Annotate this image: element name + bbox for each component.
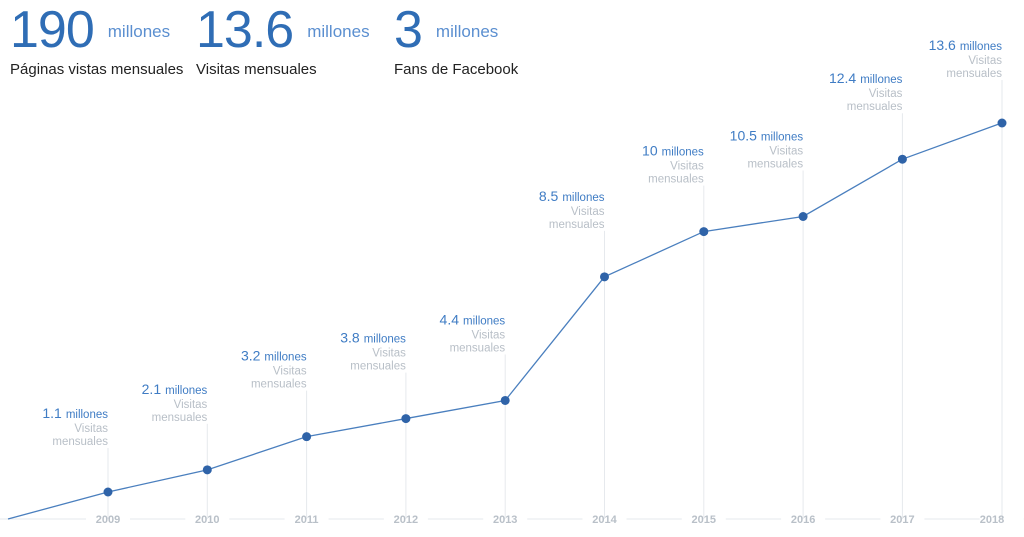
stat-pageviews-value: 190	[10, 1, 95, 59]
data-point	[500, 395, 510, 405]
stat-visits: 13.6 millones Visitas mensuales	[196, 2, 370, 78]
stat-facebook: 3 millones Fans de Facebook	[394, 2, 518, 78]
data-label-unit: millones	[960, 41, 1002, 53]
data-label-number: 1.1	[42, 405, 62, 421]
data-label-number: 8.5	[539, 188, 559, 204]
data-label-sub1: Visitas	[174, 399, 208, 411]
data-label-sub1: Visitas	[372, 348, 406, 360]
data-label-value: 8.5 millones	[539, 188, 605, 204]
data-point	[997, 118, 1007, 128]
data-label-unit: millones	[860, 74, 902, 86]
data-label-value: 4.4 millones	[440, 311, 506, 327]
data-label-value: 2.1 millones	[142, 381, 208, 397]
data-label-value: 10 millones	[642, 143, 704, 159]
data-label-sub2: mensuales	[251, 379, 307, 391]
data-label-value: 12.4 millones	[829, 70, 903, 86]
data-label-unit: millones	[761, 131, 803, 143]
data-point	[302, 432, 312, 442]
data-label-number: 3.2	[241, 348, 261, 364]
data-label-number: 10	[642, 143, 658, 159]
stat-visits-label: Visitas mensuales	[196, 61, 317, 78]
stat-visits-value: 13.6	[196, 1, 294, 59]
data-label-number: 12.4	[829, 70, 856, 86]
x-tick-label: 2012	[394, 514, 418, 526]
x-tick-label: 2017	[890, 514, 914, 526]
data-point	[798, 211, 808, 221]
x-tick-label: 2009	[96, 514, 120, 526]
data-point	[401, 414, 411, 424]
data-label-sub2: mensuales	[350, 361, 406, 373]
data-label-sub1: Visitas	[273, 366, 307, 378]
data-label-value: 3.2 millones	[241, 348, 307, 364]
data-label-sub2: mensuales	[847, 101, 903, 113]
data-label-unit: millones	[264, 352, 306, 364]
data-label-sub1: Visitas	[769, 145, 803, 157]
data-label-sub1: Visitas	[968, 55, 1002, 67]
data-label-number: 2.1	[142, 381, 162, 397]
leader-lines	[107, 80, 1003, 519]
data-point	[699, 227, 709, 237]
data-label-sub2: mensuales	[747, 158, 803, 170]
data-label-sub1: Visitas	[571, 206, 605, 218]
data-label-number: 4.4	[440, 311, 460, 327]
data-label-unit: millones	[463, 315, 505, 327]
data-point	[600, 272, 609, 282]
data-label-unit: millones	[662, 147, 704, 159]
data-label-value: 1.1 millones	[42, 405, 108, 421]
stat-pageviews-label: Páginas vistas mensuales	[10, 61, 184, 78]
stat-facebook-value: 3	[394, 1, 423, 59]
data-label-sub2: mensuales	[52, 436, 108, 448]
data-label-sub1: Visitas	[472, 329, 506, 341]
data-label-sub2: mensuales	[152, 412, 208, 424]
x-tick-label: 2016	[791, 514, 815, 526]
data-label-sub2: mensuales	[549, 219, 605, 231]
data-label-sub1: Visitas	[869, 88, 903, 100]
data-label-unit: millones	[364, 334, 406, 346]
stat-visits-unit: millones	[307, 22, 370, 41]
stat-facebook-label: Fans de Facebook	[394, 61, 519, 78]
x-tick-label: 2010	[195, 514, 219, 526]
data-label-number: 10.5	[730, 127, 757, 143]
stat-pageviews-unit: millones	[107, 22, 171, 41]
data-label-unit: millones	[562, 192, 604, 204]
x-tick-label: 2015	[692, 514, 716, 526]
stat-pageviews: 190 millones Páginas vistas mensuales	[10, 2, 183, 78]
data-label-number: 13.6	[929, 37, 956, 53]
data-label-value: 3.8 millones	[340, 330, 406, 346]
data-label-number: 3.8	[340, 330, 360, 346]
x-tick-label: 2018	[980, 514, 1004, 526]
x-tick-label: 2011	[295, 514, 319, 526]
data-label-value: 10.5 millones	[730, 127, 804, 143]
x-tick-label: 2014	[592, 514, 617, 526]
data-point	[202, 465, 212, 475]
stat-facebook-unit: millones	[435, 22, 499, 41]
data-label-sub2: mensuales	[648, 174, 704, 186]
data-label-sub2: mensuales	[946, 68, 1002, 80]
data-label-sub1: Visitas	[670, 161, 704, 173]
data-label-unit: millones	[165, 385, 207, 397]
data-label-sub1: Visitas	[74, 423, 108, 435]
x-tick-label: 2013	[493, 514, 517, 526]
data-label-value: 13.6 millones	[929, 37, 1003, 53]
data-point	[103, 487, 113, 497]
data-label-unit: millones	[66, 409, 108, 421]
data-label-sub2: mensuales	[450, 342, 506, 354]
data-point	[897, 154, 907, 164]
